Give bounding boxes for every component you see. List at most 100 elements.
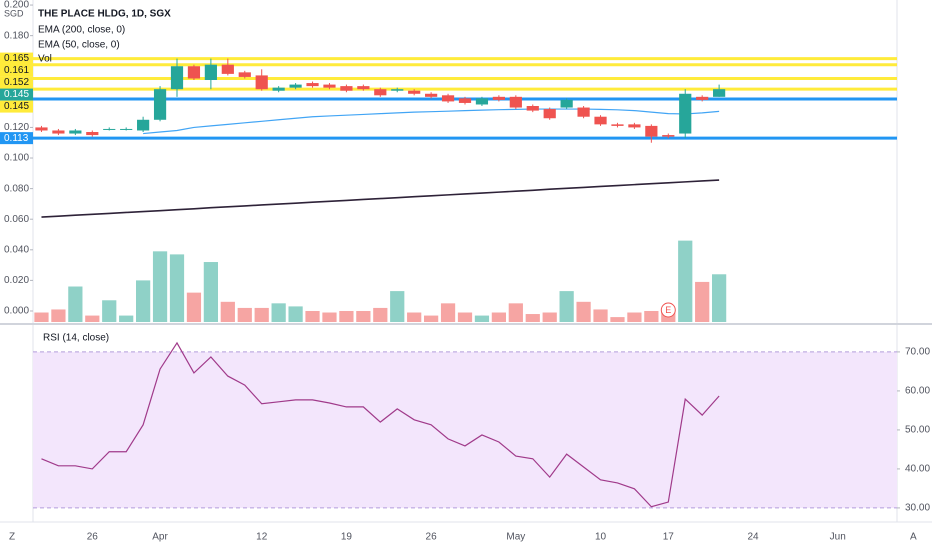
candle-body	[560, 99, 573, 108]
earnings-label: E	[665, 305, 671, 315]
price-label-bg	[0, 88, 33, 101]
volume-bar	[271, 303, 286, 322]
volume-bar	[491, 312, 506, 322]
toolbar-right[interactable]: A	[910, 532, 917, 543]
volume-bar	[695, 281, 710, 322]
y-tick-label: 0.060	[4, 214, 29, 225]
candle-body	[645, 125, 658, 137]
y-tick-label: 0.200	[4, 0, 29, 11]
y-tick-label: 0.000	[4, 306, 29, 317]
volume-bar	[559, 291, 574, 322]
ema-line	[143, 108, 720, 135]
rsi-tick-label: 50.00	[905, 425, 930, 436]
candle-body	[509, 96, 522, 108]
y-tick-label: 0.180	[4, 30, 29, 41]
price-label: 0.145	[4, 89, 29, 100]
x-tick-label: 17	[663, 532, 675, 543]
candle-body	[340, 86, 353, 91]
y-tick-label: 0.120	[4, 122, 29, 133]
price-label-bg	[0, 64, 33, 77]
volume-bar	[322, 312, 337, 322]
price-label-bg	[0, 132, 33, 145]
candle-body	[458, 98, 472, 103]
volume-bar	[440, 303, 456, 322]
x-tick-label: 24	[747, 532, 759, 543]
volume-bar	[542, 312, 557, 322]
volume-bar	[305, 310, 320, 322]
volume-bar	[678, 240, 693, 322]
price-label: 0.165	[4, 53, 29, 64]
volume-bar	[68, 286, 83, 322]
candle-body	[543, 109, 556, 119]
candle-body	[52, 130, 65, 134]
price-label: 0.152	[4, 77, 29, 88]
price-label: 0.145	[4, 101, 29, 112]
volume-bar	[220, 301, 235, 322]
candle-body	[238, 72, 251, 77]
candle-body	[662, 135, 675, 137]
volume-bar	[152, 251, 168, 322]
price-label-bg	[0, 52, 33, 65]
candle-body	[679, 93, 692, 134]
candle-body	[374, 89, 387, 96]
ema-line	[41, 179, 720, 218]
volume-bar	[85, 315, 100, 322]
volume-bar	[373, 307, 388, 322]
candle-body	[86, 132, 99, 136]
volume-bar	[119, 315, 134, 322]
volume-bar	[576, 301, 591, 322]
volume-bar	[34, 312, 49, 322]
candle-body	[391, 89, 404, 91]
volume-bar	[356, 310, 371, 322]
x-tick-label: 26	[87, 532, 99, 543]
x-tick-label: 26	[426, 532, 438, 543]
volume-bar	[474, 315, 490, 322]
y-tick-label: 0.020	[4, 275, 29, 286]
volume-bar	[237, 307, 252, 322]
candle-body	[425, 93, 438, 97]
candle-body	[713, 89, 726, 97]
volume-bar	[644, 310, 659, 322]
volume-bar	[102, 300, 117, 322]
candle-body	[204, 64, 217, 81]
legend-ema50: EMA (50, close, 0)	[38, 40, 120, 51]
candle-body	[492, 96, 505, 100]
x-tick-label: Jun	[830, 532, 846, 543]
price-label: 0.113	[4, 133, 29, 144]
x-tick-label: May	[506, 532, 525, 543]
volume-bar	[186, 292, 202, 322]
volume-bar	[407, 312, 422, 322]
chart-title: THE PLACE HLDG, 1D, SGX	[38, 9, 171, 20]
price-label: 0.161	[4, 65, 29, 76]
candle-body	[475, 98, 489, 105]
candle-body	[35, 127, 48, 131]
price-label-bg	[0, 76, 33, 89]
candle-body	[441, 95, 455, 102]
volume-bar	[169, 254, 185, 322]
volume-bar	[457, 312, 473, 322]
candle-body	[187, 66, 201, 79]
candle-body	[289, 84, 302, 88]
x-tick-label: Apr	[152, 532, 168, 543]
candle-body	[577, 107, 590, 117]
candle-body	[170, 66, 184, 90]
volume-bar	[424, 315, 439, 322]
y-tick-label: 0.080	[4, 183, 29, 194]
candle-body	[628, 124, 641, 128]
candle-body	[696, 96, 709, 100]
earnings-marker	[660, 302, 676, 318]
rsi-tick-label: 70.00	[905, 347, 930, 358]
candle-body	[153, 89, 167, 120]
candle-body	[526, 106, 539, 111]
candle-body	[323, 84, 336, 88]
currency: SGD	[4, 8, 24, 18]
candle-body	[408, 90, 421, 94]
candle-body	[594, 116, 607, 125]
x-tick-label: 12	[256, 532, 268, 543]
volume-bar	[254, 307, 269, 322]
candle-body	[120, 128, 133, 130]
toolbar-left[interactable]: Z	[9, 532, 15, 543]
candle-body	[69, 130, 82, 134]
